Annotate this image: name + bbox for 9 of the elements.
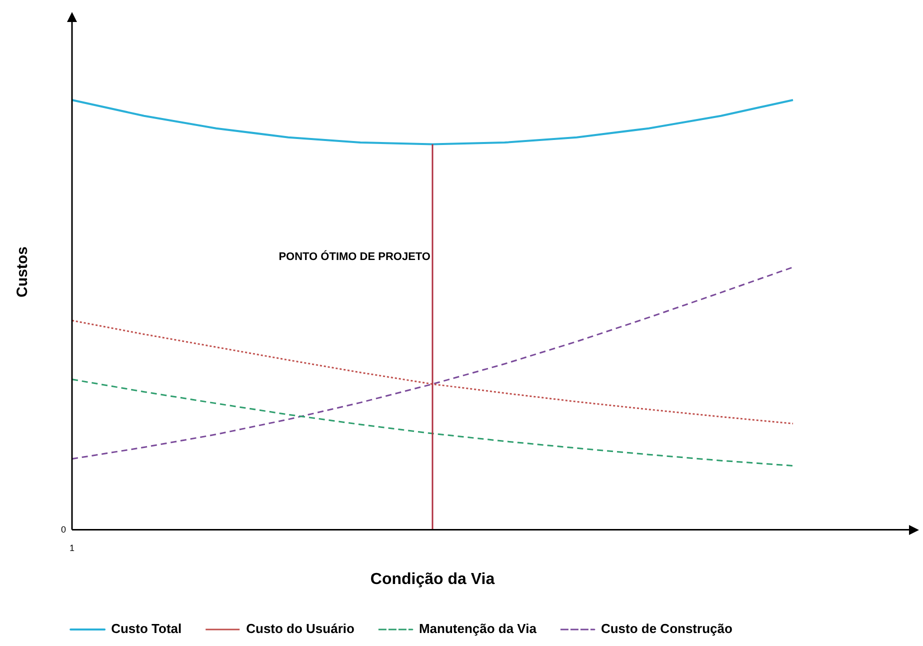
text: 1 xyxy=(69,542,75,553)
legend-label: Manutenção da Via xyxy=(418,621,538,636)
y-axis-title: Custos xyxy=(14,246,32,298)
legend-label: Custo Total xyxy=(111,621,182,636)
text: PONTO ÓTIMO DE PROJETO xyxy=(278,251,430,264)
annotation: 0 xyxy=(60,524,66,534)
x-axis-title: Condição da Via xyxy=(370,570,495,588)
legend-label: Custo de Construção xyxy=(600,621,732,636)
legend-label: Custo do Usuário xyxy=(246,621,355,636)
